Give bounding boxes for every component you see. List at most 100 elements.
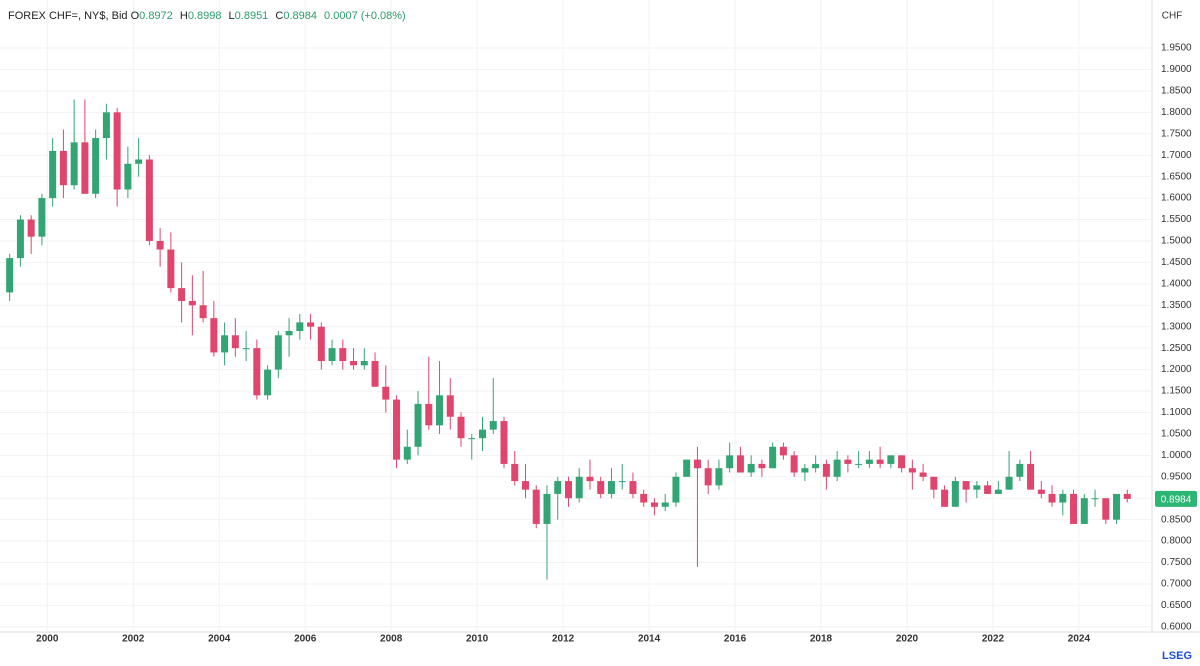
- candle-body: [1059, 493, 1067, 503]
- y-tick-label: 1.3000: [1161, 321, 1192, 332]
- candle-body: [779, 446, 787, 456]
- candle-body: [887, 455, 895, 464]
- y-tick-label: 1.2500: [1161, 343, 1192, 354]
- candle-body: [833, 459, 841, 477]
- candle-body: [296, 322, 304, 331]
- candle-body: [984, 485, 992, 494]
- candle-body: [113, 112, 121, 190]
- candle-body: [747, 463, 755, 473]
- candle-body: [790, 455, 798, 473]
- x-tick-label: 2024: [1068, 634, 1091, 645]
- candle-body: [436, 395, 444, 426]
- candle-body: [425, 403, 433, 426]
- ohlc-legend: FOREX CHF=, NY$, Bid O0.8972 H0.8998 L0.…: [8, 10, 410, 22]
- grid: [0, 0, 1152, 632]
- x-tick-label: 2010: [466, 634, 489, 645]
- candle-body: [812, 463, 820, 469]
- y-tick-label: 1.3500: [1161, 300, 1192, 311]
- y-tick-label: 1.4000: [1161, 278, 1192, 289]
- x-tick-label: 2006: [294, 634, 317, 645]
- legend-value: 0.8984: [283, 10, 317, 22]
- candle-body: [446, 395, 454, 417]
- candle-body: [285, 331, 293, 336]
- y-tick-label: 0.6500: [1161, 600, 1192, 611]
- legend-key: H: [179, 10, 188, 22]
- price-tag-label: 0.8984: [1161, 495, 1192, 506]
- y-tick-label: 0.7000: [1161, 579, 1192, 590]
- brand-logo: LSEG: [1162, 650, 1192, 662]
- x-tick-label: 2004: [208, 634, 231, 645]
- candle-body: [403, 446, 411, 460]
- legend-key: L: [228, 10, 235, 22]
- candle-body: [930, 476, 938, 490]
- candle-body: [81, 142, 89, 194]
- candle-body: [962, 481, 970, 490]
- candle-body: [543, 493, 551, 524]
- candle-body: [242, 348, 250, 350]
- candle-body: [511, 463, 519, 482]
- candle-body: [607, 481, 615, 494]
- candle-body: [618, 481, 626, 483]
- y-axis-label: CHF: [1162, 11, 1183, 22]
- candle-body: [1005, 476, 1013, 490]
- candle-body: [661, 502, 669, 507]
- candle-body: [479, 429, 487, 439]
- candle-body: [328, 348, 336, 362]
- candle-body: [919, 472, 927, 477]
- candle-body: [1080, 498, 1088, 524]
- x-tick-label: 2018: [810, 634, 833, 645]
- candle-body: [736, 455, 744, 473]
- candle-body: [38, 198, 46, 237]
- candle-body: [350, 361, 358, 366]
- candle-body: [210, 318, 218, 353]
- candle-body: [317, 326, 325, 362]
- candle-body: [1091, 498, 1099, 500]
- x-tick-label: 2000: [36, 634, 59, 645]
- candle-body: [908, 468, 916, 473]
- y-tick-label: 1.9000: [1161, 64, 1192, 75]
- candle-body: [532, 489, 540, 524]
- candle-body: [855, 463, 863, 465]
- candle-body: [489, 421, 497, 430]
- candle-body: [6, 258, 14, 293]
- candle-body: [672, 476, 680, 503]
- candle-body: [650, 502, 658, 507]
- candle-body: [274, 335, 282, 370]
- candle-body: [715, 468, 723, 486]
- candle-body: [704, 468, 712, 486]
- candle-body: [844, 459, 852, 464]
- y-tick-label: 1.8000: [1161, 107, 1192, 118]
- candle-body: [231, 335, 239, 349]
- candle-body: [178, 288, 186, 301]
- candle-body: [769, 446, 777, 469]
- y-tick-label: 1.1500: [1161, 386, 1192, 397]
- candle-body: [597, 481, 605, 494]
- y-tick-label: 1.4500: [1161, 257, 1192, 268]
- candle-body: [135, 159, 143, 164]
- candle-body: [307, 322, 315, 327]
- legend-key: C: [275, 10, 284, 22]
- candle-body: [876, 459, 884, 464]
- candle-body: [92, 138, 100, 194]
- candle-body: [865, 459, 873, 464]
- candle-body: [941, 489, 949, 507]
- candle-body: [70, 142, 78, 186]
- x-tick-label: 2022: [982, 634, 1005, 645]
- candle-body: [414, 403, 422, 447]
- candle-body: [468, 438, 476, 440]
- candle-body: [167, 249, 175, 289]
- y-tick-label: 1.0000: [1161, 450, 1192, 461]
- x-tick-label: 2014: [638, 634, 661, 645]
- candle-body: [1016, 463, 1024, 477]
- candle-body: [371, 361, 379, 387]
- y-tick-label: 1.5500: [1161, 214, 1192, 225]
- candle-body: [264, 369, 272, 396]
- candle-body: [221, 335, 229, 353]
- candle-body: [393, 399, 401, 460]
- candle-body: [693, 459, 701, 469]
- candle-body: [629, 481, 637, 494]
- candle-body: [27, 219, 35, 237]
- candle-body: [1123, 493, 1131, 499]
